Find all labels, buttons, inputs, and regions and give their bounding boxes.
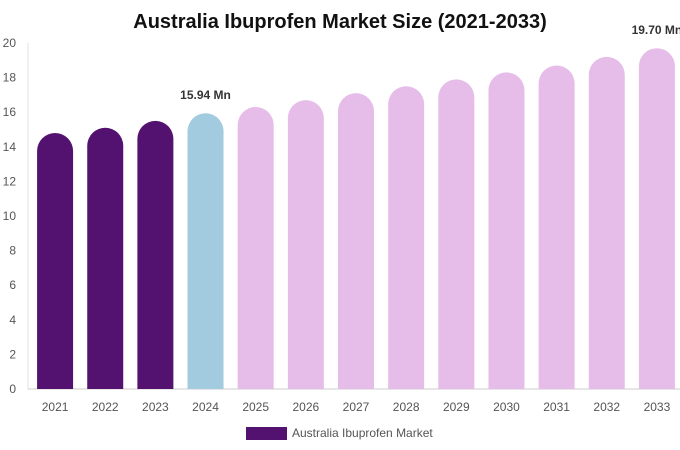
bars <box>37 48 675 390</box>
bar-2030 <box>488 72 525 389</box>
bar-2022 <box>87 127 124 389</box>
x-tick-label: 2029 <box>443 400 470 414</box>
bar-2026 <box>287 100 324 389</box>
x-tick-label: 2027 <box>343 400 370 414</box>
legend-swatch <box>246 427 287 440</box>
x-tick-label: 2026 <box>292 400 319 414</box>
x-tick-label: 2032 <box>593 400 620 414</box>
x-tick-label: 2025 <box>242 400 269 414</box>
y-tick-label: 6 <box>9 278 16 292</box>
y-tick-label: 18 <box>3 71 17 85</box>
legend: Australia Ibuprofen Market <box>246 426 433 440</box>
data-label: 19.70 Mn <box>632 23 680 37</box>
y-axis-ticks: 0 2 4 6 8 10 12 14 16 18 20 <box>3 36 17 396</box>
bar-2028 <box>388 86 425 389</box>
bar-2032 <box>588 56 625 390</box>
y-tick-label: 2 <box>9 347 16 361</box>
bar-2029 <box>438 79 475 389</box>
x-tick-label: 2031 <box>543 400 570 414</box>
y-tick-label: 4 <box>9 313 16 327</box>
y-tick-label: 10 <box>3 209 17 223</box>
bar-2021 <box>37 132 74 389</box>
data-label: 15.94 Mn <box>180 88 231 102</box>
bar-2025 <box>237 107 274 389</box>
x-tick-label: 2021 <box>42 400 69 414</box>
x-axis-ticks: 2021 2022 2023 2024 2025 2026 2027 2028 2029 2030… <box>42 400 671 414</box>
y-tick-label: 0 <box>9 382 16 396</box>
bar-2023 <box>137 120 174 389</box>
bar-2033 <box>638 48 675 390</box>
y-tick-label: 12 <box>3 174 17 188</box>
x-tick-label: 2028 <box>393 400 420 414</box>
x-tick-label: 2022 <box>92 400 119 414</box>
x-tick-label: 2033 <box>644 400 671 414</box>
y-tick-label: 20 <box>3 36 17 50</box>
x-tick-label: 2024 <box>192 400 219 414</box>
y-tick-label: 16 <box>3 105 17 119</box>
bar-2027 <box>338 93 374 390</box>
bar-2024 <box>187 113 224 389</box>
x-tick-label: 2023 <box>142 400 169 414</box>
data-labels: 15.94 Mn 19.70 Mn <box>180 23 680 102</box>
y-tick-label: 8 <box>9 244 16 258</box>
y-tick-label: 14 <box>3 140 17 154</box>
chart-title: Australia Ibuprofen Market Size (2021-20… <box>133 11 546 33</box>
legend-label: Australia Ibuprofen Market <box>292 426 433 440</box>
bar-2031 <box>538 65 575 390</box>
x-tick-label: 2030 <box>493 400 520 414</box>
